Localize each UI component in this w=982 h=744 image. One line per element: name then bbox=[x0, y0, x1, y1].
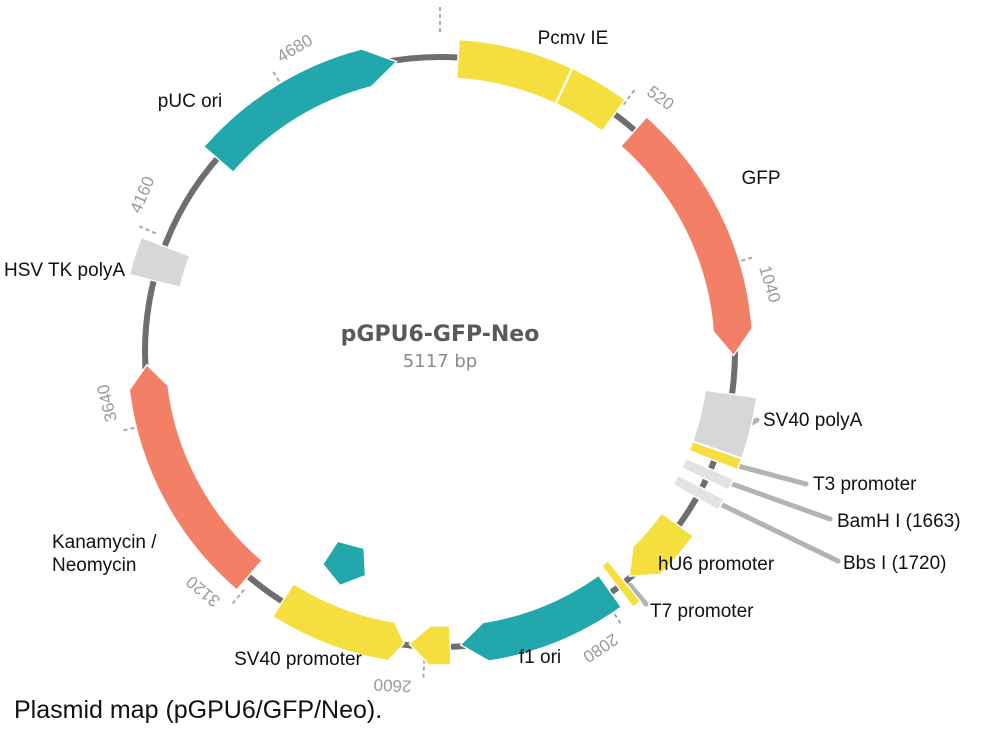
feature-labels-group: Pcmv IE GFP SV40 polyA T3 promoter BamH I (1… bbox=[4, 28, 961, 670]
feature-arc-puc-ori bbox=[202, 48, 398, 174]
figure-caption: Plasmid map (pGPU6/GFP/Neo). bbox=[14, 696, 383, 724]
tick-label-1040: 1040 bbox=[755, 263, 784, 305]
pentagon-marker bbox=[322, 540, 366, 586]
plasmid-title: pGPU6-GFP-Neo bbox=[341, 322, 540, 347]
feature-label-bbsi-site: Bbs I (1720) bbox=[843, 553, 947, 574]
feature-label-bamhi-site: BamH I (1663) bbox=[837, 511, 961, 532]
decoration-group bbox=[322, 540, 366, 586]
feature-label-gfp: GFP bbox=[741, 168, 780, 189]
feature-arc-sv40-promoter-head bbox=[408, 625, 452, 666]
feature-arc-hsv-tk-polya bbox=[128, 236, 191, 289]
tick-label-4680: 4680 bbox=[274, 30, 316, 66]
feature-arc-gfp bbox=[619, 115, 753, 357]
feature-arc-f1-ori bbox=[459, 574, 623, 662]
tick-label-3640: 3640 bbox=[93, 382, 121, 423]
feature-label-puc-ori: pUC ori bbox=[158, 91, 222, 112]
tick-mark-4160 bbox=[138, 225, 157, 235]
tick-mark-2600 bbox=[422, 659, 426, 678]
feature-label-kanamycin-neomycin-line2: Neomycin bbox=[52, 555, 136, 576]
feature-arc-bbsi-site bbox=[672, 474, 726, 512]
feature-label-pcmv-ie: Pcmv IE bbox=[538, 28, 609, 49]
feature-divider-pcmv-ie bbox=[555, 68, 573, 104]
feature-arc-t3-promoter bbox=[688, 440, 743, 471]
feature-label-t3-promoter: T3 promoter bbox=[813, 474, 917, 495]
feature-label-f1-ori: f1 ori bbox=[519, 647, 561, 668]
feature-label-hu6-promoter: hU6 promoter bbox=[658, 554, 775, 575]
feature-label-kanamycin-neomycin: Kanamycin / bbox=[52, 532, 157, 553]
feature-arc-hu6-promoter bbox=[628, 512, 695, 577]
tick-mark-520 bbox=[622, 89, 636, 106]
tick-label-2600: 2600 bbox=[373, 675, 412, 696]
feature-arc-t7-promoter bbox=[600, 559, 642, 609]
plasmid-size-label: 5117 bp bbox=[403, 351, 477, 372]
feature-arc-bamhi-site bbox=[680, 457, 735, 492]
feature-arc-pcmv-ie bbox=[455, 38, 627, 133]
leader-line-t7-promoter bbox=[627, 582, 649, 607]
leader-line-bbsi-site bbox=[709, 497, 841, 564]
leader-line-bamhi-site bbox=[718, 477, 833, 522]
tick-label-3120: 3120 bbox=[183, 572, 224, 611]
feature-label-sv40-polya: SV40 polyA bbox=[763, 410, 863, 431]
tick-label-2080: 2080 bbox=[580, 630, 622, 667]
feature-label-sv40-promoter: SV40 promoter bbox=[234, 649, 362, 670]
feature-label-t7-promoter: T7 promoter bbox=[650, 601, 754, 622]
tick-label-4160: 4160 bbox=[126, 174, 158, 216]
feature-arcs-group bbox=[128, 38, 758, 666]
feature-arc-sv40-promoter bbox=[271, 582, 406, 662]
tick-label-520: 520 bbox=[643, 82, 677, 114]
feature-arc-kanamycin-neomycin bbox=[128, 363, 264, 591]
feature-label-hsv-tk-polya: HSV TK polyA bbox=[4, 260, 125, 281]
tick-mark-3120 bbox=[231, 589, 245, 605]
